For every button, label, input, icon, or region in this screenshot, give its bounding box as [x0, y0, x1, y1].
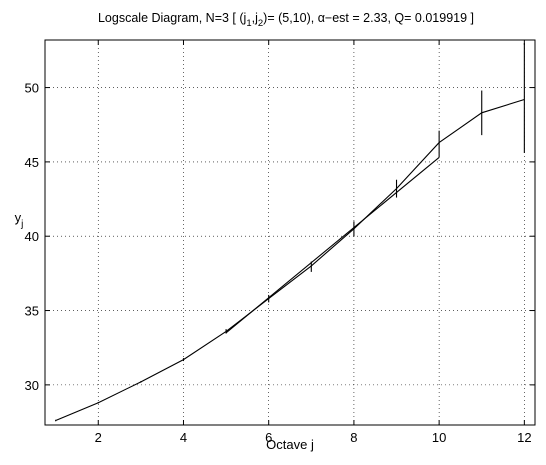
x-axis-label: Octave j	[266, 437, 314, 452]
x-tick-label: 10	[432, 430, 446, 445]
y-tick-label: 40	[25, 229, 39, 244]
plot-series	[55, 42, 525, 422]
plot-area-frame	[44, 39, 536, 426]
y-tick-label: 30	[25, 378, 39, 393]
x-tick-label: 4	[180, 430, 187, 445]
grid-lines	[45, 40, 535, 425]
y-tick-label: 50	[25, 81, 39, 96]
y-axis-label: yj	[15, 210, 24, 230]
regression-fit-line	[225, 156, 440, 334]
x-tick-label: 12	[517, 430, 531, 445]
x-tick-label: 8	[350, 430, 357, 445]
y-tick-label: 35	[25, 304, 39, 319]
y-tick-label: 45	[25, 155, 39, 170]
tick-labels: 2 4 6 8 10 12 30 35 40 45 50	[25, 81, 532, 445]
data-series-line	[55, 98, 525, 422]
x-tick-label: 2	[95, 430, 102, 445]
axis-ticks	[45, 40, 535, 425]
x-tick-label: 6	[265, 430, 272, 445]
chart-title: Logscale Diagram, N=3 [ (j1,j2)= (5,10),…	[98, 11, 474, 29]
